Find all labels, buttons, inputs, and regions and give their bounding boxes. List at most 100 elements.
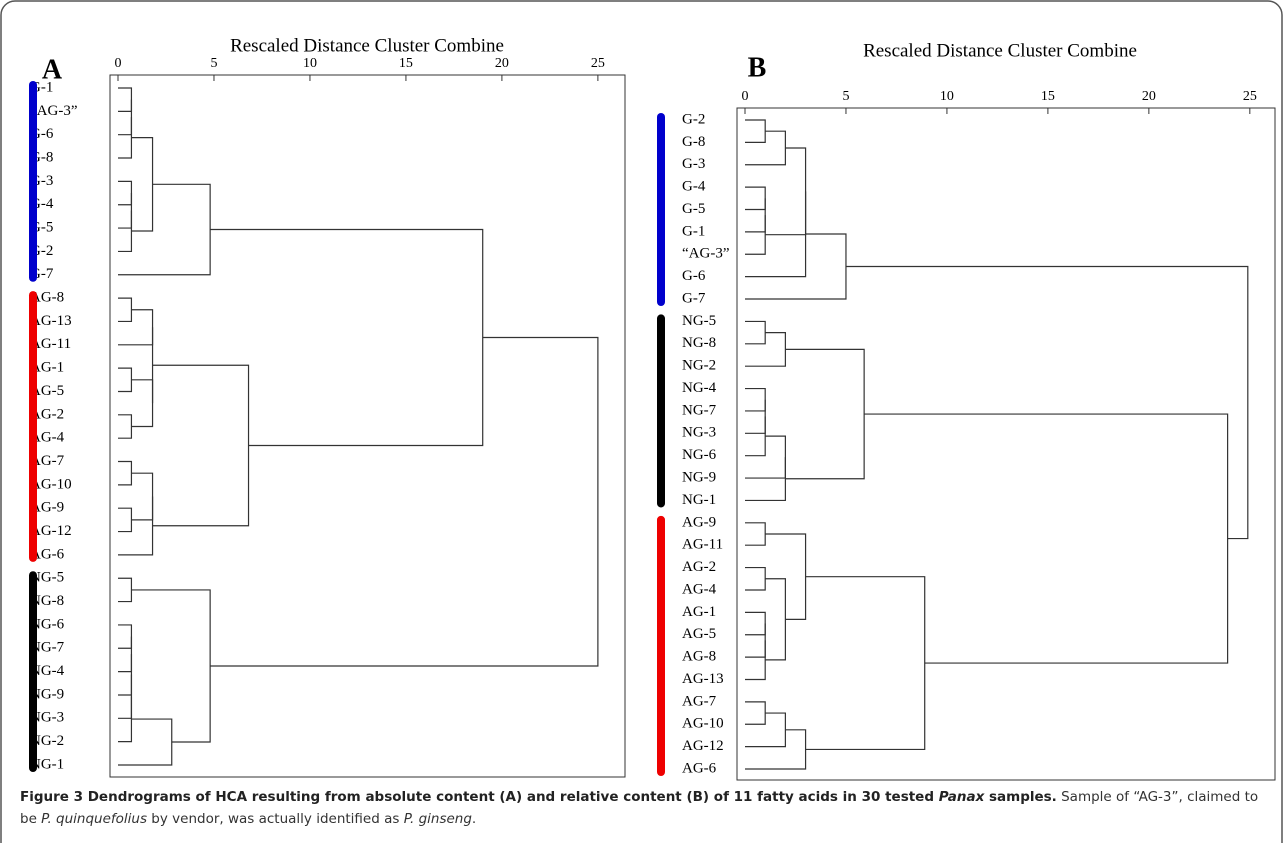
- tick-label: 10: [303, 56, 317, 71]
- leaf-label: NG-2: [30, 733, 64, 749]
- tick-label: 5: [210, 56, 217, 71]
- merge-bracket: [765, 533, 807, 620]
- leaf-label: AG-13: [682, 671, 724, 687]
- merge-bracket: [118, 624, 133, 649]
- merge-bracket: [118, 674, 133, 719]
- axis-title: Rescaled Distance Cluster Combine: [230, 35, 504, 56]
- leaf-label: G-8: [682, 134, 705, 150]
- merge-bracket: [745, 233, 847, 300]
- leaf-label: AG-8: [682, 649, 716, 665]
- tick-label: 15: [399, 56, 413, 71]
- tick-label: 20: [495, 56, 509, 71]
- merge-bracket: [118, 367, 133, 393]
- caption-text: .: [471, 811, 477, 827]
- leaf-label: G-4: [682, 179, 706, 195]
- tick-label: 25: [591, 56, 605, 71]
- leaf-label: AG-5: [30, 383, 64, 399]
- caption-text: by vendor, was actually identified as: [147, 811, 404, 827]
- merge-bracket: [118, 99, 133, 136]
- tick-label: 0: [742, 89, 749, 104]
- leaf-label: NG-8: [682, 335, 716, 351]
- leaf-label: “AG-3”: [30, 103, 77, 119]
- leaf-label: G-6: [682, 268, 706, 284]
- merge-bracket: [118, 210, 133, 253]
- merge-bracket: [118, 87, 133, 112]
- merge-bracket: [745, 332, 786, 367]
- leaf-label: NG-5: [30, 570, 64, 586]
- leaf-label: AG-12: [30, 523, 72, 539]
- leaf-label: AG-4: [30, 430, 65, 446]
- leaf-label: NG-4: [682, 380, 717, 396]
- leaf-label: G-5: [682, 201, 705, 217]
- group-bar: [29, 291, 37, 562]
- merge-bracket: [745, 522, 766, 546]
- panel-label: A: [42, 54, 63, 85]
- leaf-label: NG-9: [682, 470, 716, 486]
- merge-bracket: [152, 364, 250, 527]
- merge-bracket: [118, 193, 133, 229]
- merge-bracket: [785, 348, 865, 480]
- leaf-label: NG-1: [682, 492, 716, 508]
- merge-bracket: [118, 117, 133, 159]
- leaf-label: NG-1: [30, 756, 64, 772]
- leaf-label: G-1: [682, 223, 705, 239]
- leaf-label: NG-6: [30, 616, 65, 632]
- merge-bracket: [745, 623, 766, 658]
- leaf-label: AG-13: [30, 313, 72, 329]
- merge-bracket: [745, 119, 766, 143]
- tick-label: 5: [842, 89, 849, 104]
- merge-bracket: [118, 309, 154, 346]
- leaf-label: NG-3: [30, 710, 64, 726]
- leaf-label: NG-4: [30, 663, 65, 679]
- leaf-label: AG-8: [30, 290, 64, 306]
- merge-bracket: [745, 457, 786, 502]
- merge-bracket: [745, 729, 807, 770]
- merge-bracket: [118, 496, 154, 556]
- tick-label: 15: [1041, 89, 1055, 104]
- caption-text: P. ginseng: [403, 811, 472, 827]
- leaf-label: AG-11: [682, 537, 723, 553]
- leaf-label: AG-1: [682, 604, 716, 620]
- merge-bracket: [210, 336, 599, 667]
- merge-bracket: [118, 636, 133, 673]
- leaf-label: “AG-3”: [682, 246, 729, 262]
- merge-bracket: [118, 577, 133, 603]
- merge-bracket: [745, 215, 766, 255]
- leaf-label: NG-5: [682, 313, 716, 329]
- caption-text: P. quinquefolius: [41, 811, 148, 827]
- leaf-label: AG-12: [682, 738, 724, 754]
- leaf-label: NG-3: [682, 425, 716, 441]
- leaf-label: NG-7: [682, 402, 717, 418]
- merge-bracket: [118, 718, 173, 766]
- group-bar: [657, 113, 665, 307]
- merge-bracket: [118, 507, 133, 533]
- group-bar: [29, 81, 37, 282]
- merge-bracket: [745, 416, 766, 457]
- tick-label: 25: [1243, 89, 1257, 104]
- leaf-label: AG-2: [682, 559, 716, 575]
- tick-label: 20: [1142, 89, 1156, 104]
- panel-box: [736, 107, 1276, 781]
- leaf-label: AG-5: [682, 626, 716, 642]
- merge-bracket: [131, 137, 154, 232]
- leaf-label: AG-1: [30, 360, 64, 376]
- merge-bracket: [131, 379, 154, 428]
- merge-bracket: [745, 611, 766, 636]
- leaf-label: NG-2: [682, 358, 716, 374]
- merge-bracket: [745, 387, 766, 412]
- leaf-label: AG-10: [682, 716, 724, 732]
- leaf-label: NG-8: [30, 593, 64, 609]
- panel-label: B: [748, 52, 767, 83]
- leaf-label: AG-10: [30, 476, 72, 492]
- leaf-label: G-2: [682, 111, 705, 127]
- merge-bracket: [765, 147, 807, 236]
- merge-bracket: [745, 640, 766, 681]
- leaf-label: AG-11: [30, 336, 71, 352]
- group-bar: [657, 515, 665, 776]
- merge-bracket: [118, 180, 133, 206]
- merge-bracket: [118, 654, 133, 696]
- merge-bracket: [210, 228, 484, 447]
